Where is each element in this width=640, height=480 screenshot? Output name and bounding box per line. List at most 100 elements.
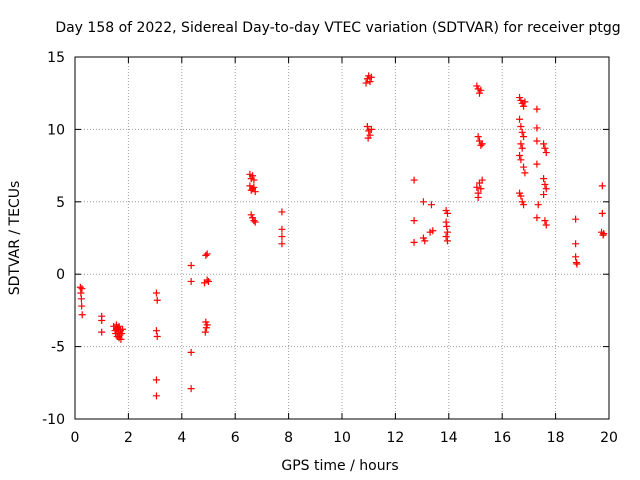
x-tick-label: 6 (231, 430, 240, 446)
data-point (78, 302, 86, 310)
data-point (533, 124, 541, 132)
data-point (477, 141, 485, 149)
y-tick-label: 10 (47, 122, 65, 138)
x-tick-label: 20 (600, 430, 618, 446)
data-point (152, 376, 160, 384)
data-point (419, 198, 427, 206)
chart-title: Day 158 of 2022, Sidereal Day-to-day VTE… (55, 20, 620, 36)
data-point (278, 233, 286, 241)
data-point (187, 262, 195, 270)
data-point (443, 237, 451, 245)
data-point (205, 277, 212, 285)
data-point (540, 175, 548, 183)
data-point (542, 185, 550, 193)
data-point (98, 317, 106, 325)
plot-frame (74, 56, 610, 420)
data-point (278, 240, 286, 248)
data-point (573, 260, 581, 268)
data-point (410, 217, 418, 225)
y-tick-label: -10 (42, 412, 65, 428)
data-point (477, 86, 485, 94)
tick-layer: 0 2 4 6 8 10 12 14 16 18 20 -10 -5 0 5 10 15 (42, 50, 618, 446)
data-point (600, 230, 608, 238)
data-point (516, 115, 524, 123)
data-point (540, 191, 548, 199)
data-point (153, 332, 161, 340)
data-point (152, 327, 160, 335)
data-point (152, 392, 160, 400)
data-point (474, 133, 482, 141)
data-point (517, 140, 525, 148)
data-point (541, 144, 549, 152)
data-point (410, 238, 418, 246)
data-point (542, 221, 550, 229)
data-point (520, 102, 528, 110)
data-point (187, 348, 195, 356)
data-point (427, 201, 435, 209)
data-point (250, 217, 258, 225)
data-point (367, 125, 375, 133)
data-point (78, 311, 86, 319)
x-tick-label: 2 (124, 430, 133, 446)
data-point (572, 215, 580, 223)
data-point (517, 156, 525, 164)
x-tick-label: 8 (284, 430, 293, 446)
x-tick-label: 10 (333, 430, 351, 446)
data-point (278, 225, 286, 233)
data-point (251, 188, 259, 196)
x-tick-label: 0 (71, 430, 80, 446)
y-axis-label: SDTVAR / TECUs (7, 181, 23, 296)
data-point (203, 276, 211, 284)
data-point (367, 73, 375, 81)
x-axis-label: GPS time / hours (281, 458, 398, 474)
data-point (118, 330, 126, 338)
data-point (77, 295, 85, 303)
data-point (542, 149, 550, 157)
data-point (533, 214, 541, 222)
data-point (517, 123, 525, 131)
data-point (410, 176, 418, 184)
data-point (152, 289, 160, 297)
data-point (521, 169, 529, 177)
data-point (598, 182, 606, 190)
data-point (534, 201, 542, 209)
data-point (598, 209, 606, 217)
data-point (442, 233, 450, 241)
data-point (478, 140, 486, 148)
data-point (521, 98, 529, 106)
data-point (518, 128, 526, 136)
data-point (533, 160, 541, 168)
data-point (115, 322, 123, 330)
x-tick-label: 18 (547, 430, 565, 446)
data-point (98, 328, 106, 336)
y-tick-label: -5 (51, 340, 65, 356)
data-point (421, 237, 429, 245)
data-point (572, 240, 580, 248)
data-point (117, 335, 125, 343)
data-point (541, 180, 549, 188)
data-point (517, 192, 525, 200)
data-point (477, 185, 485, 193)
data-point (250, 183, 258, 191)
data-point (540, 140, 548, 148)
data-point (520, 133, 528, 141)
y-tick-label: 0 (56, 267, 65, 283)
data-point (518, 144, 526, 152)
y-tick-label: 15 (47, 50, 65, 66)
data-point (533, 105, 541, 113)
data-point (278, 208, 286, 216)
grid-layer (75, 57, 609, 419)
data-point (533, 137, 541, 145)
data-point (516, 151, 524, 159)
data-point (364, 134, 372, 142)
data-point (520, 201, 528, 209)
data-point (251, 218, 259, 226)
data-point (443, 222, 451, 230)
data-point (474, 193, 482, 201)
data-point (78, 285, 86, 293)
x-tick-label: 4 (177, 430, 186, 446)
data-point (202, 251, 210, 259)
data-point (187, 277, 195, 285)
data-point (366, 78, 374, 86)
